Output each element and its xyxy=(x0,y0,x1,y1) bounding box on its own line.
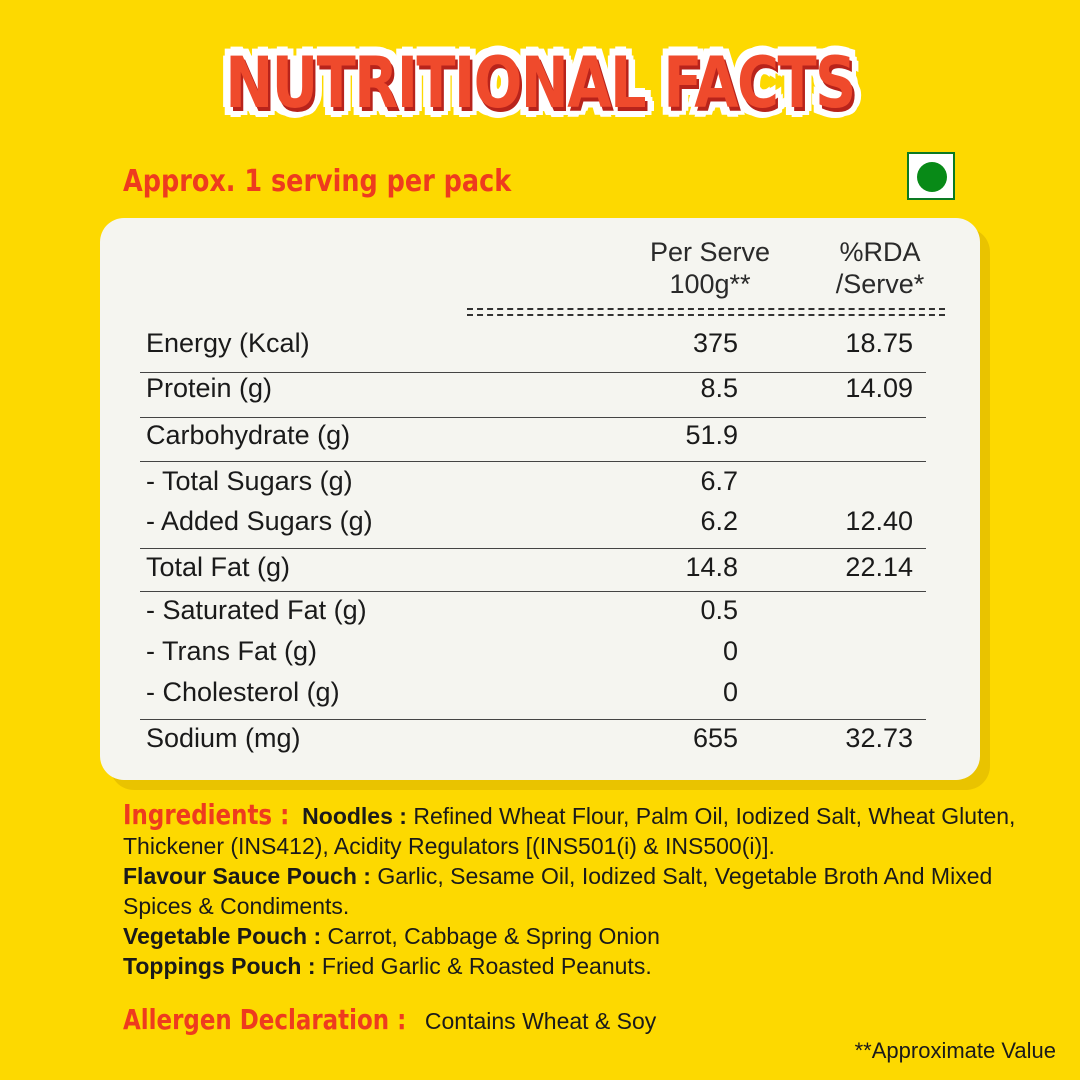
rda-value: 18.75 xyxy=(845,328,913,358)
row-divider xyxy=(140,461,926,462)
allergen-text: Contains Wheat & Soy xyxy=(424,1008,657,1034)
header-text: /Serve* xyxy=(835,269,925,299)
row-divider xyxy=(140,548,926,549)
rda-value: 32.73 xyxy=(845,723,913,753)
per-serve-value: 6.7 xyxy=(700,466,738,496)
nutrient-label: Energy (Kcal) xyxy=(146,328,310,358)
page-title: NUTRITIONAL FACTS xyxy=(225,42,856,124)
toppings-label: Toppings Pouch : xyxy=(123,953,316,979)
veg-label: Vegetable Pouch : xyxy=(123,923,322,949)
row-divider xyxy=(140,372,926,373)
rda-value: 12.40 xyxy=(845,506,913,536)
rda-value: 22.14 xyxy=(845,552,913,582)
toppings-text: Fried Garlic & Roasted Peanuts. xyxy=(321,953,652,979)
per-serve-value: 0.5 xyxy=(700,595,738,625)
header-rda: %RDA /Serve* xyxy=(815,236,945,300)
noodles-text: Refined Wheat Flour, Palm Oil, Iodized S… xyxy=(123,803,1016,859)
sauce-text: Garlic, Sesame Oil, Iodized Salt, Vegeta… xyxy=(123,863,993,919)
header-divider xyxy=(467,308,945,316)
nutrient-label: Sodium (mg) xyxy=(146,723,301,753)
nutrient-label: Protein (g) xyxy=(146,373,273,403)
table-row: - Trans Fat (g) 0 xyxy=(100,636,980,670)
per-serve-value: 14.8 xyxy=(685,552,738,582)
nutrient-label: - Cholesterol (g) xyxy=(146,677,340,707)
per-serve-value: 0 xyxy=(722,636,738,666)
per-serve-value: 655 xyxy=(692,723,738,753)
header-text: %RDA xyxy=(839,237,921,267)
table-row: Energy (Kcal) 375 18.75 xyxy=(100,328,980,362)
veg-text: Carrot, Cabbage & Spring Onion xyxy=(327,923,660,949)
table-row: Total Fat (g) 14.8 22.14 xyxy=(100,552,980,586)
header-text: Per Serve xyxy=(649,237,771,267)
ingredients-heading: Ingredients : xyxy=(123,798,290,831)
table-row: - Saturated Fat (g) 0.5 xyxy=(100,595,980,629)
row-divider xyxy=(140,719,926,720)
ingredients: Ingredients : Noodles : Refined Wheat Fl… xyxy=(123,800,1023,981)
rda-value: 14.09 xyxy=(845,373,913,403)
table-row: Sodium (mg) 655 32.73 xyxy=(100,723,980,757)
nutrient-label: - Trans Fat (g) xyxy=(146,636,318,666)
veg-symbol-icon xyxy=(907,152,955,200)
table-row: - Added Sugars (g) 6.2 12.40 xyxy=(100,506,980,540)
per-serve-value: 51.9 xyxy=(685,420,738,450)
row-divider xyxy=(140,417,926,418)
nutrition-table: Per Serve 100g** %RDA /Serve* Energy (Kc… xyxy=(100,218,980,780)
per-serve-value: 375 xyxy=(692,328,738,358)
nutrient-label: - Added Sugars (g) xyxy=(146,506,373,536)
per-serve-value: 6.2 xyxy=(700,506,738,536)
header-per-serve: Per Serve 100g** xyxy=(630,236,790,300)
allergen-heading: Allergen Declaration : xyxy=(123,1003,407,1036)
sauce-label: Flavour Sauce Pouch : xyxy=(123,863,371,889)
noodles-label: Noodles : xyxy=(302,803,407,829)
table-row: - Cholesterol (g) 0 xyxy=(100,677,980,711)
header-text: 100g** xyxy=(669,269,751,299)
table-row: Protein (g) 8.5 14.09 xyxy=(100,373,980,407)
table-row: - Total Sugars (g) 6.7 xyxy=(100,466,980,500)
nutrient-label: - Saturated Fat (g) xyxy=(146,595,367,625)
nutrient-label: Carbohydrate (g) xyxy=(146,420,351,450)
nutrient-label: - Total Sugars (g) xyxy=(146,466,353,496)
footnote: **Approximate Value xyxy=(854,1038,1056,1063)
table-row: Carbohydrate (g) 51.9 xyxy=(100,420,980,454)
per-serve-value: 8.5 xyxy=(700,373,738,403)
nutrient-label: Total Fat (g) xyxy=(146,552,291,582)
per-serve-value: 0 xyxy=(722,677,738,707)
row-divider xyxy=(140,591,926,592)
allergen-declaration: Allergen Declaration : Contains Wheat & … xyxy=(123,1003,656,1036)
serving-info: Approx. 1 serving per pack xyxy=(123,164,512,199)
